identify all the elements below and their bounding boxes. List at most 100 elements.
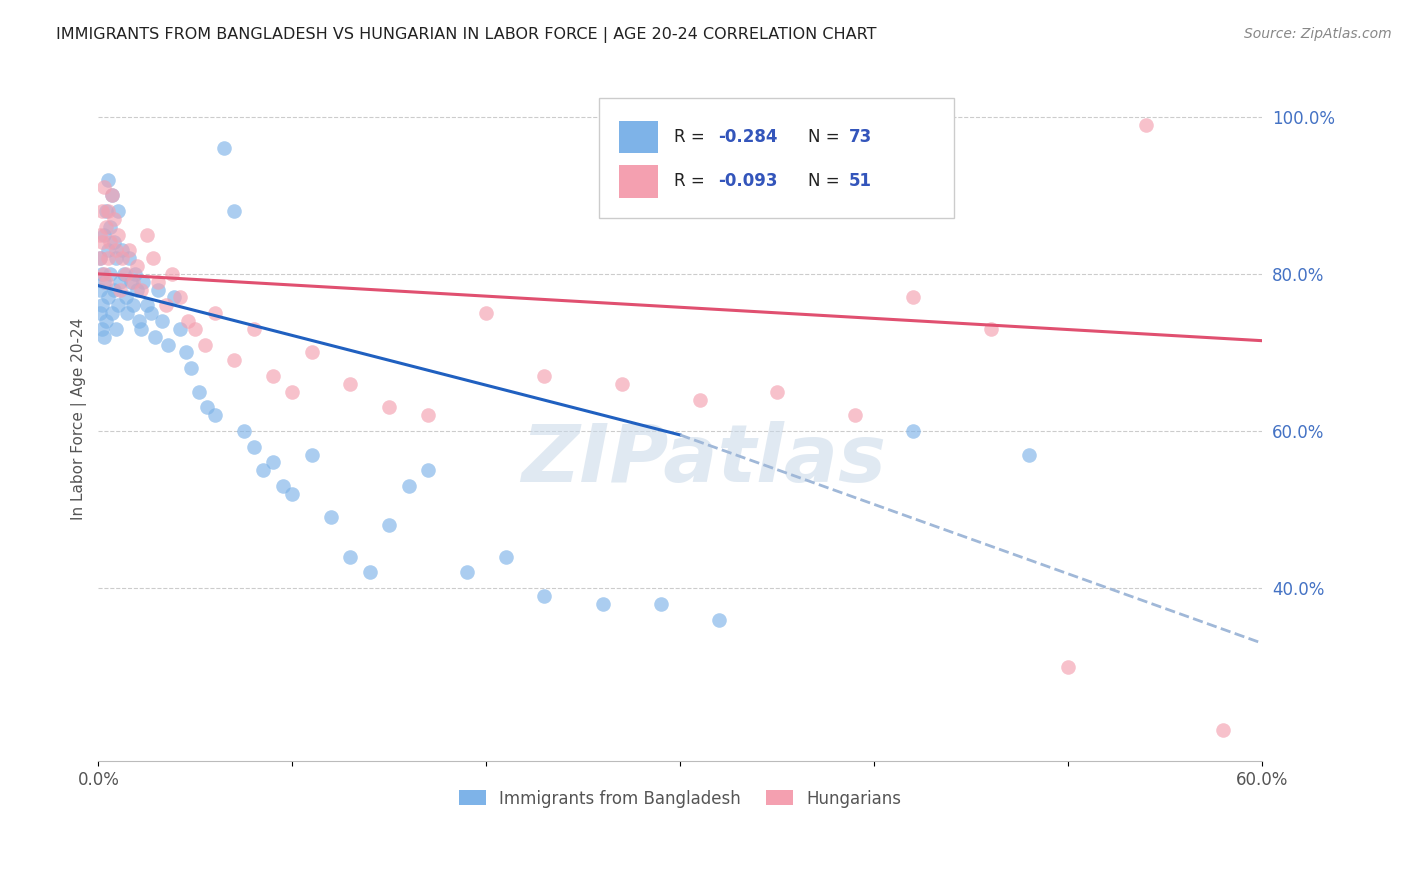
Point [128, 314, 150, 328]
Point [103, 283, 125, 297]
Point [93, 180, 115, 194]
Point [150, 314, 173, 328]
Point [224, 353, 246, 368]
Text: R =: R = [675, 128, 710, 146]
Point [111, 251, 134, 265]
Point [301, 448, 323, 462]
Point [533, 369, 555, 384]
Point [94, 219, 117, 234]
Point [98, 219, 121, 234]
Point [456, 566, 478, 580]
Point [93, 227, 115, 242]
Point [1057, 660, 1080, 674]
Point [184, 322, 207, 336]
Point [901, 424, 924, 438]
Text: R =: R = [675, 172, 710, 190]
Point [104, 322, 127, 336]
Point [194, 337, 217, 351]
Point [242, 440, 264, 454]
Point [124, 267, 146, 281]
Point [89, 251, 111, 265]
Point [97, 204, 120, 219]
Point [97, 290, 120, 304]
Point [89, 251, 111, 265]
Point [139, 306, 162, 320]
Point [104, 251, 127, 265]
Point [262, 369, 284, 384]
Point [262, 455, 284, 469]
Text: Source: ZipAtlas.com: Source: ZipAtlas.com [1244, 27, 1392, 41]
Point [98, 235, 121, 250]
Point [398, 479, 420, 493]
Text: -0.284: -0.284 [718, 128, 778, 146]
Point [104, 244, 127, 258]
Point [127, 259, 149, 273]
Point [169, 322, 191, 336]
Point [114, 290, 136, 304]
Point [117, 306, 139, 320]
Point [94, 275, 117, 289]
Point [533, 589, 555, 603]
Point [91, 267, 114, 281]
Point [1135, 118, 1157, 132]
Point [97, 251, 120, 265]
Text: ZIPatlas: ZIPatlas [522, 421, 886, 500]
Point [281, 384, 304, 399]
Point [91, 322, 114, 336]
Point [475, 306, 498, 320]
Point [281, 487, 304, 501]
Point [979, 322, 1001, 336]
Point [271, 479, 294, 493]
Point [142, 251, 165, 265]
Point [301, 345, 323, 359]
Point [93, 330, 115, 344]
Point [204, 409, 226, 423]
Point [378, 518, 401, 533]
Point [163, 290, 186, 304]
Point [93, 275, 115, 289]
Point [91, 298, 114, 312]
Point [101, 188, 124, 202]
Text: -0.093: -0.093 [718, 172, 778, 190]
Point [650, 597, 672, 611]
Point [118, 251, 141, 265]
Point [107, 204, 129, 219]
Legend: Immigrants from Bangladesh, Hungarians: Immigrants from Bangladesh, Hungarians [453, 783, 908, 814]
Point [610, 376, 633, 391]
Point [174, 345, 197, 359]
Point [122, 298, 145, 312]
Point [108, 275, 131, 289]
Point [1018, 448, 1040, 462]
Point [319, 510, 342, 524]
Point [129, 283, 152, 297]
Point [160, 267, 183, 281]
Point [118, 244, 141, 258]
Point [94, 204, 117, 219]
Point [416, 409, 439, 423]
Point [180, 361, 202, 376]
Point [111, 244, 134, 258]
Text: N =: N = [808, 128, 845, 146]
Point [98, 267, 121, 281]
Point [169, 290, 191, 304]
Text: 73: 73 [849, 128, 872, 146]
Point [91, 235, 114, 250]
Point [114, 267, 136, 281]
Point [89, 227, 111, 242]
Point [689, 392, 711, 407]
Point [224, 204, 246, 219]
Point [1212, 723, 1234, 737]
Point [129, 322, 152, 336]
Y-axis label: In Labor Force | Age 20-24: In Labor Force | Age 20-24 [72, 318, 87, 520]
Point [592, 597, 614, 611]
Point [89, 306, 111, 320]
Point [97, 244, 120, 258]
Bar [619, 165, 658, 198]
Point [359, 566, 381, 580]
Point [155, 298, 177, 312]
Point [495, 549, 517, 564]
Point [707, 613, 730, 627]
Point [766, 384, 789, 399]
Point [103, 235, 125, 250]
Point [89, 283, 111, 297]
